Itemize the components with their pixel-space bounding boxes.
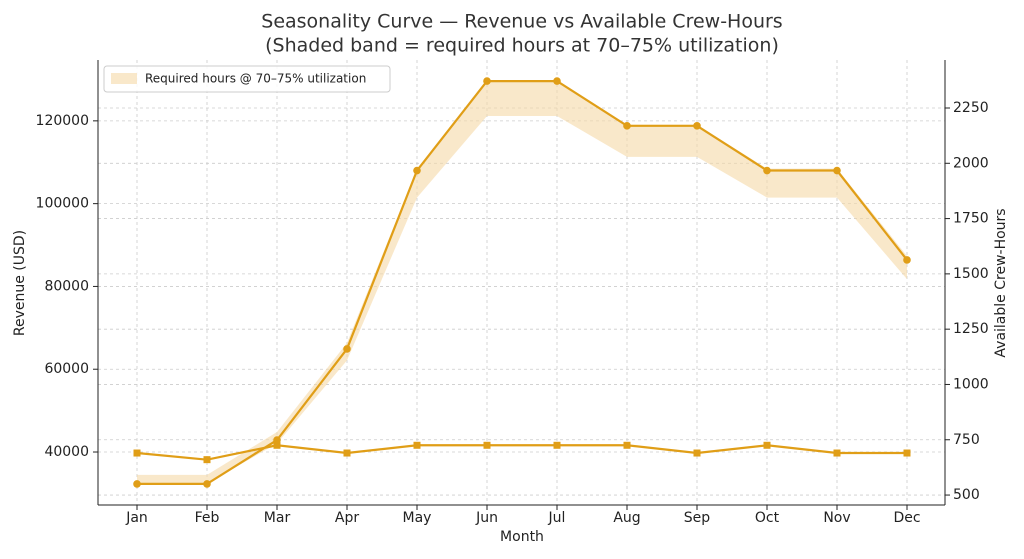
grid	[98, 60, 945, 505]
point	[623, 441, 631, 449]
point	[133, 449, 141, 457]
series-line	[137, 80, 908, 485]
point	[553, 77, 561, 85]
y2-axis-label: Available Crew-Hours	[993, 208, 1009, 357]
point	[203, 480, 211, 488]
x-tick-label: Jan	[125, 510, 148, 526]
legend-box	[103, 65, 391, 93]
point	[413, 166, 421, 175]
y-tick-label: 100000	[36, 196, 89, 212]
y2-tick-label: 1250	[953, 321, 989, 337]
point	[483, 441, 491, 449]
x-tick-label: Sep	[684, 510, 711, 526]
point	[833, 166, 841, 175]
x-axis-label: Month	[500, 529, 544, 545]
point	[133, 480, 141, 488]
x-tick-label: Dec	[893, 510, 920, 526]
point	[203, 456, 211, 464]
x-tick-label: Jul	[548, 510, 566, 526]
y-tick-label: 40000	[44, 444, 89, 460]
point	[693, 122, 701, 130]
y2-tick-label: 1000	[953, 376, 989, 392]
point	[903, 449, 911, 457]
x-tick-label: Oct	[755, 510, 780, 526]
y2-tick-label: 1750	[953, 211, 989, 227]
y2-tick-label: 1500	[953, 266, 989, 282]
x-tick-label: Jun	[475, 510, 498, 526]
x-tick-label: Mar	[264, 510, 291, 526]
point	[763, 166, 771, 175]
y2-tick-label: 2250	[953, 100, 989, 116]
point	[273, 441, 281, 449]
point	[763, 441, 771, 449]
y2-tick-label: 2000	[953, 155, 989, 171]
x-tick-label: Nov	[823, 510, 850, 526]
band-area	[137, 81, 907, 484]
point	[413, 441, 421, 449]
x-tick-label: Aug	[613, 510, 640, 526]
point	[483, 77, 491, 85]
point	[623, 122, 631, 130]
point	[693, 449, 701, 457]
point	[343, 345, 351, 353]
legend-label: Required hours @ 70–75% utilization	[145, 72, 366, 86]
point	[553, 441, 561, 449]
point	[343, 449, 351, 457]
y-tick-label: 120000	[36, 113, 89, 129]
chart-subtitle: (Shaded band = required hours at 70–75% …	[265, 35, 779, 57]
y-tick-label: 60000	[44, 361, 89, 377]
y2-tick-label: 500	[953, 487, 980, 503]
y-tick-label: 80000	[44, 278, 89, 294]
x-tick-label: Feb	[195, 510, 220, 526]
legend-swatch	[111, 73, 137, 84]
x-tick-label: May	[403, 510, 432, 526]
chart-title: Seasonality Curve — Revenue vs Available…	[261, 11, 782, 33]
y2-tick-label: 750	[953, 432, 980, 448]
x-tick-label: Apr	[335, 510, 359, 526]
point	[903, 256, 911, 264]
series-line	[136, 444, 907, 461]
y-axis-label: Revenue (USD)	[12, 230, 28, 336]
point	[833, 449, 841, 457]
